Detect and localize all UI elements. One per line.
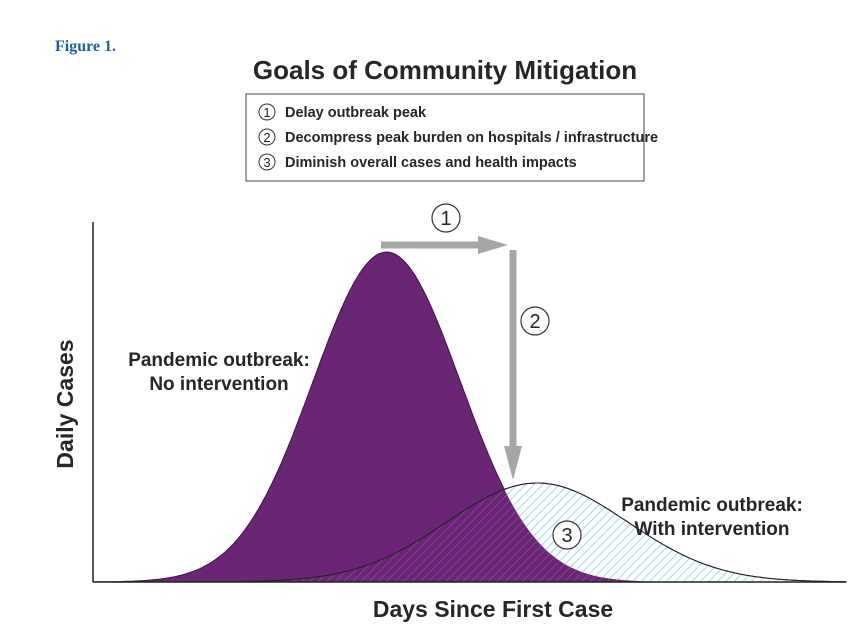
series-label-with-intervention: Pandemic outbreak: With intervention xyxy=(621,495,803,540)
legend-item-2-text: Decompress peak burden on hospitals / in… xyxy=(285,130,658,146)
delay-arrow-head xyxy=(478,236,508,254)
legend-item-1: 1 Delay outbreak peak xyxy=(258,103,427,121)
series-label-with-intervention-line1: Pandemic outbreak: xyxy=(621,495,803,516)
chart-title: Goals of Community Mitigation xyxy=(253,55,637,85)
legend-item-3-text: Diminish overall cases and health impact… xyxy=(285,155,577,171)
annotation-diminish: 3 xyxy=(552,520,582,550)
legend-marker-3-label: 3 xyxy=(263,155,270,170)
decompress-arrow-head xyxy=(504,446,522,480)
legend-marker-2-label: 2 xyxy=(263,130,270,145)
x-axis-label: Days Since First Case xyxy=(373,596,613,622)
annotation-2-label: 2 xyxy=(529,311,540,333)
legend-marker-3 xyxy=(258,153,276,171)
figure-label: Figure 1. xyxy=(55,38,117,55)
annotation-3-circle xyxy=(552,520,582,550)
y-axis-label: Daily Cases xyxy=(52,339,78,468)
legend-item-3: 3 Diminish overall cases and health impa… xyxy=(258,153,577,171)
annotation-1-circle xyxy=(431,203,461,233)
legend-marker-1 xyxy=(258,103,276,121)
legend-item-2: 2 Decompress peak burden on hospitals / … xyxy=(258,128,658,146)
series-label-no-intervention-line1: Pandemic outbreak: xyxy=(128,350,310,371)
legend: 1 Delay outbreak peak 2 Decompress peak … xyxy=(245,93,658,182)
annotation-2-circle xyxy=(520,306,550,336)
series-label-no-intervention-line2: No intervention xyxy=(149,374,288,395)
series-label-with-intervention-line2: With intervention xyxy=(635,519,790,540)
legend-marker-1-label: 1 xyxy=(263,105,270,120)
annotation-1-label: 1 xyxy=(440,208,451,230)
legend-marker-2 xyxy=(258,128,276,146)
annotation-delay-arrow: 1 xyxy=(381,203,508,254)
annotation-3-label: 3 xyxy=(561,525,572,547)
annotation-decompress-arrow: 2 xyxy=(504,250,550,480)
legend-item-1-text: Delay outbreak peak xyxy=(285,105,427,121)
series-label-no-intervention: Pandemic outbreak: No intervention xyxy=(128,350,310,395)
legend-box xyxy=(245,93,645,182)
